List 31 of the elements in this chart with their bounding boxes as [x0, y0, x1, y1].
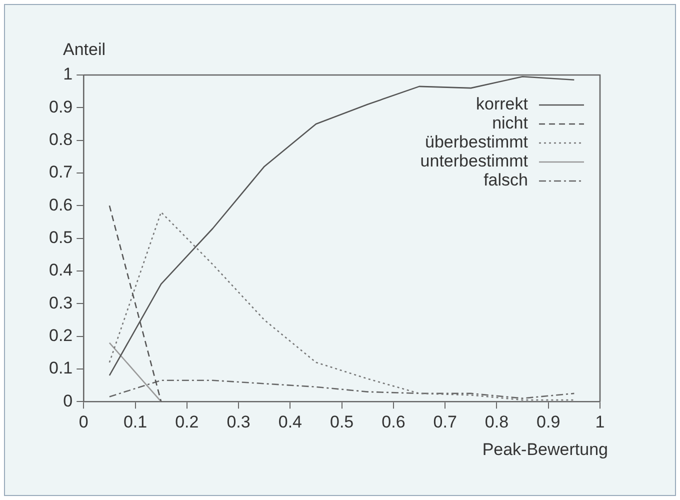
legend-label: nicht [492, 114, 528, 133]
x-tick-label: 0.6 [382, 412, 406, 432]
legend-label: unterbestimmt [420, 152, 528, 171]
y-tick-label: 0.5 [48, 228, 73, 247]
y-tick-label: 0.9 [48, 97, 73, 116]
x-tick-label: 0.5 [330, 412, 354, 432]
x-tick-label: 0.3 [226, 412, 250, 432]
x-tick-label: 0.7 [433, 412, 457, 432]
y-tick-label: 0.3 [48, 293, 73, 312]
line-series [108, 212, 575, 401]
x-tick-label: 1 [595, 412, 605, 432]
x-tick-label: 0.1 [123, 412, 148, 432]
legend-label: falsch [484, 170, 528, 190]
x-tick-label: 0.2 [175, 412, 199, 432]
line-series [108, 380, 575, 399]
x-axis-title: Peak-Bewertung [482, 440, 608, 459]
x-tick-label: 0.8 [484, 412, 509, 432]
x-tick-label: 0.9 [536, 412, 560, 432]
y-tick-label: 1 [63, 64, 73, 84]
y-axis-title: Anteil [63, 40, 106, 60]
y-tick-label: 0.6 [48, 195, 73, 214]
y-tick-label: 0.2 [48, 326, 73, 345]
y-tick-label: 0.1 [48, 358, 73, 378]
legend-label: korrekt [476, 94, 528, 114]
x-tick-label: 0 [78, 412, 88, 432]
y-tick-label: 0.8 [48, 130, 73, 150]
y-tick-label: 0.7 [48, 162, 73, 182]
x-tick-label: 0.4 [278, 412, 302, 432]
legend-label: überbestimmt [425, 132, 528, 152]
y-tick-label: 0.4 [48, 260, 73, 280]
y-tick-label: 0 [63, 391, 73, 410]
